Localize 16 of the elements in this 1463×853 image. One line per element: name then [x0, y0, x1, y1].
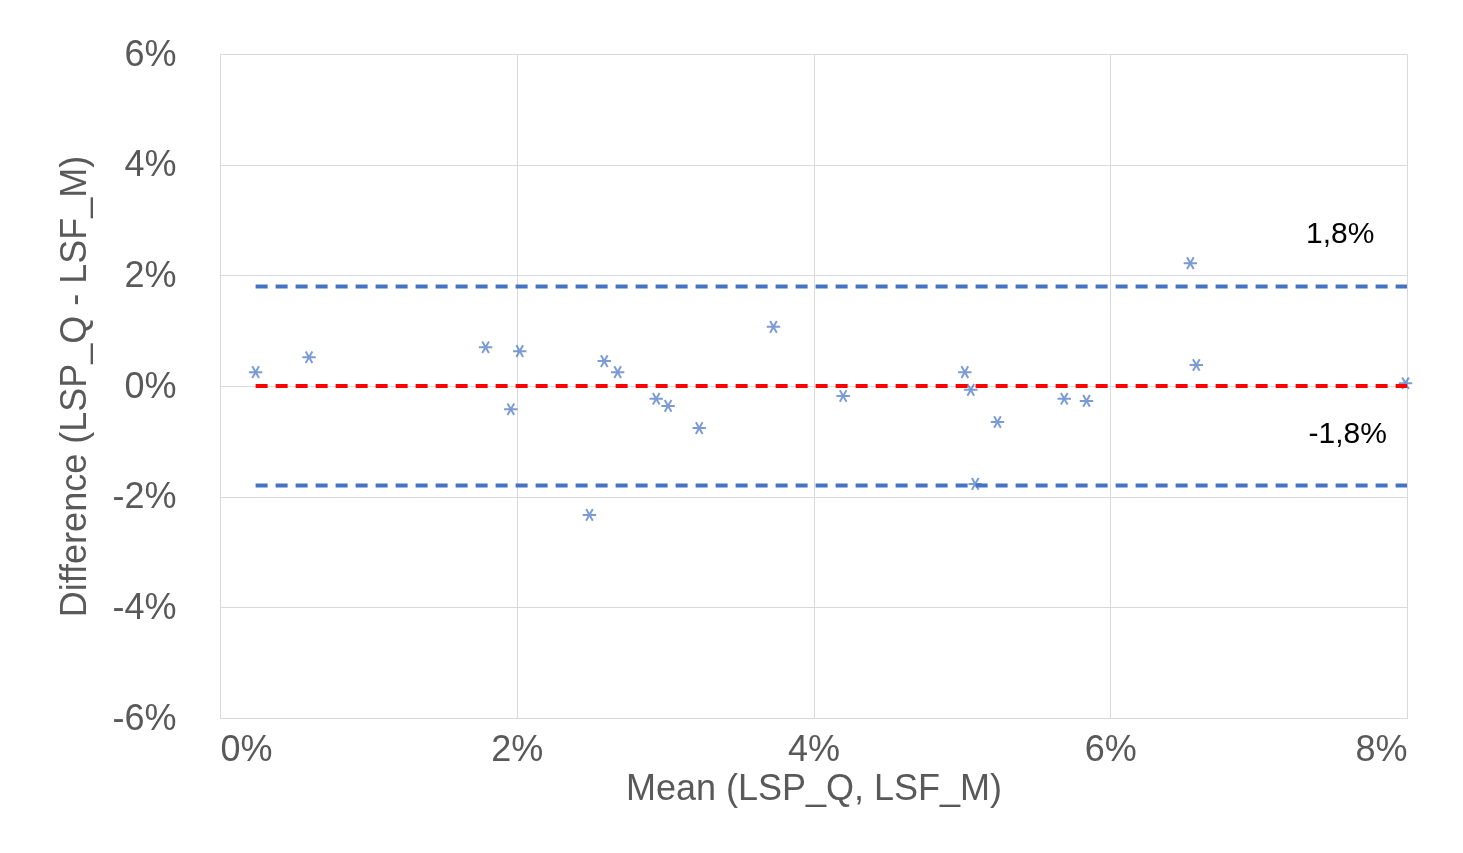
y-tick-label: 2%: [124, 253, 177, 295]
x-tick-label: 6%: [1084, 727, 1137, 769]
annotation: -1,8%: [1308, 415, 1387, 449]
x-tick-label: 2%: [491, 727, 544, 769]
y-axis-title: Difference (LSP_Q - LSF_M): [53, 155, 95, 618]
x-axis-title: Mean (LSP_Q, LSF_M): [625, 766, 1003, 808]
annotation: 1,8%: [1306, 216, 1375, 250]
x-tick-label: 0%: [220, 727, 273, 769]
y-tick-label: -2%: [112, 475, 177, 517]
y-tick-label: 6%: [124, 32, 177, 74]
y-tick-label: -4%: [112, 585, 177, 627]
y-tick-label: 4%: [124, 143, 177, 185]
y-tick-label: 0%: [124, 364, 177, 406]
y-tick-label: -6%: [112, 696, 177, 738]
x-tick-label: 8%: [1355, 727, 1408, 769]
x-tick-label: 4%: [787, 727, 841, 769]
